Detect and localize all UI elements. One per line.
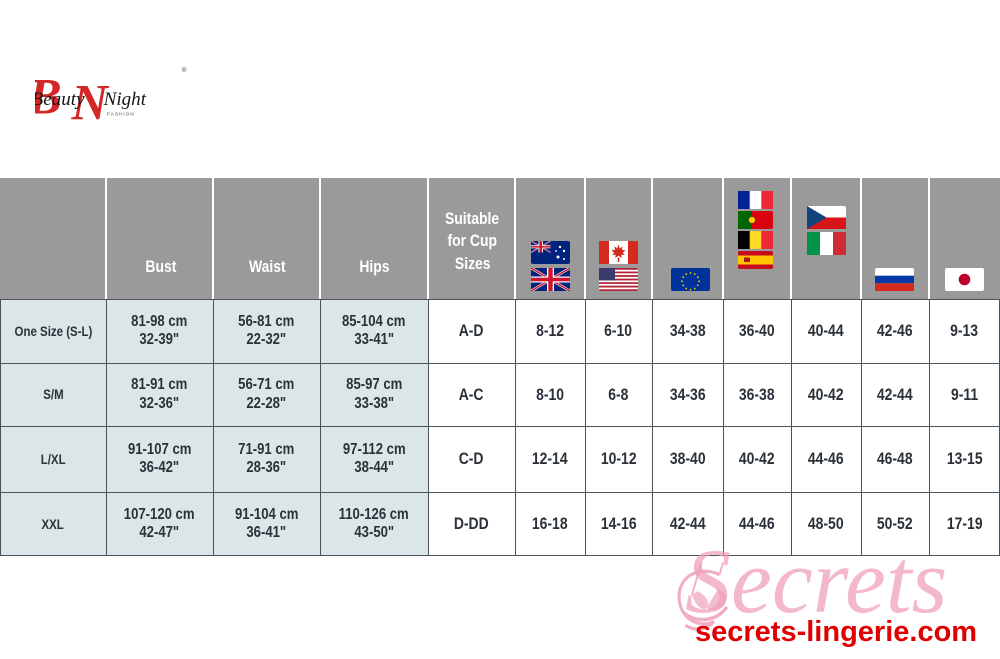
svg-text:Beauty: Beauty xyxy=(35,89,85,110)
svg-text:FASHION: FASHION xyxy=(107,111,135,117)
svg-text:Night: Night xyxy=(103,89,147,110)
svg-text:®: ® xyxy=(182,66,187,74)
